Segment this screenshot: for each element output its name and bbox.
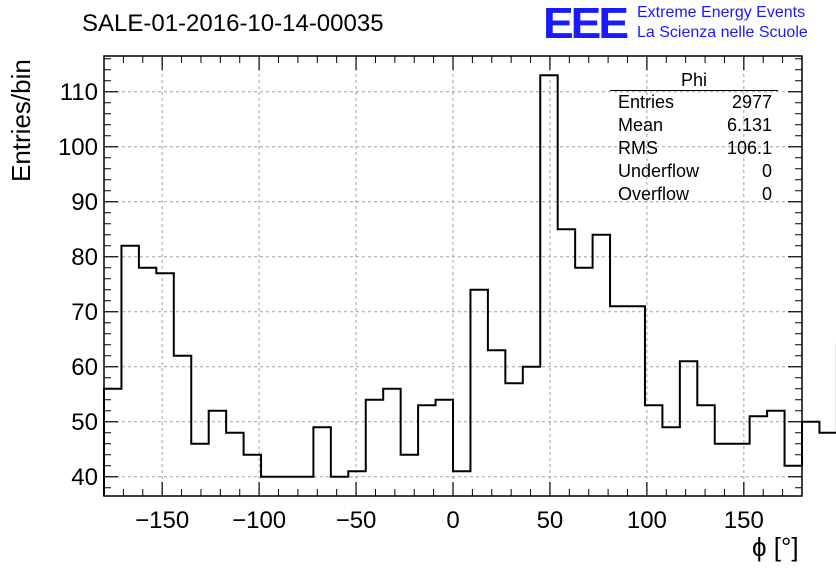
axis-ticks [103,56,803,496]
stats-label: Overflow [618,184,690,204]
stats-box-title: Phi [610,70,778,91]
stats-value: 6.131 [726,115,772,135]
x-tick-label: 150 [724,507,764,534]
y-tick-label: 100 [58,134,98,161]
logo-subtitle: Extreme Energy Events La Scienza nelle S… [637,3,808,43]
x-tick-label: 100 [627,507,667,534]
stats-value: 0 [761,184,772,204]
x-tick-label: −150 [135,507,189,534]
stats-label: Entries [618,92,675,112]
stats-row-underflow: Underflow 0 [610,160,778,183]
x-axis-label: ϕ [°] [752,532,799,562]
stats-value: 106.1 [726,138,772,158]
stats-value: 0 [761,161,772,181]
histogram-series-line [103,74,836,496]
y-axis-label: Entries/bin [6,59,36,182]
y-tick-label: 50 [71,409,98,436]
x-tick-label: −100 [232,507,286,534]
y-tick-label: 70 [71,299,98,326]
y-tick-label: 110 [60,79,98,106]
chart-title: SALE-01-2016-10-14-00035 [82,10,384,37]
stats-row-rms: RMS 106.1 [610,137,778,160]
stats-label: Underflow [618,161,700,181]
axis-tick-labels: −150 −100 −50 0 50 100 150 40 50 60 70 80 90 100 110 [58,79,764,534]
eee-logo: EEE [543,0,629,48]
stats-row-entries: Entries 2977 [610,91,778,114]
logo-subtitle-line1: Extreme Energy Events [637,4,806,21]
y-tick-label: 60 [71,354,98,381]
grid-lines [104,56,802,496]
logo-subtitle-line2: La Scienza nelle Scuole [637,24,808,41]
stats-label: Mean [618,115,664,135]
x-tick-label: 50 [537,507,564,534]
stats-row-overflow: Overflow 0 [610,183,778,206]
y-tick-label: 80 [71,244,98,271]
stats-value: 2977 [731,92,772,112]
x-tick-label: 0 [446,507,459,534]
stats-box: Phi Entries 2977 Mean 6.131 RMS 106.1 Un… [610,70,778,206]
stats-label: RMS [618,138,658,158]
x-tick-label: −50 [336,507,377,534]
y-tick-label: 40 [71,464,98,491]
stats-row-mean: Mean 6.131 [610,114,778,137]
y-tick-label: 90 [71,189,98,216]
